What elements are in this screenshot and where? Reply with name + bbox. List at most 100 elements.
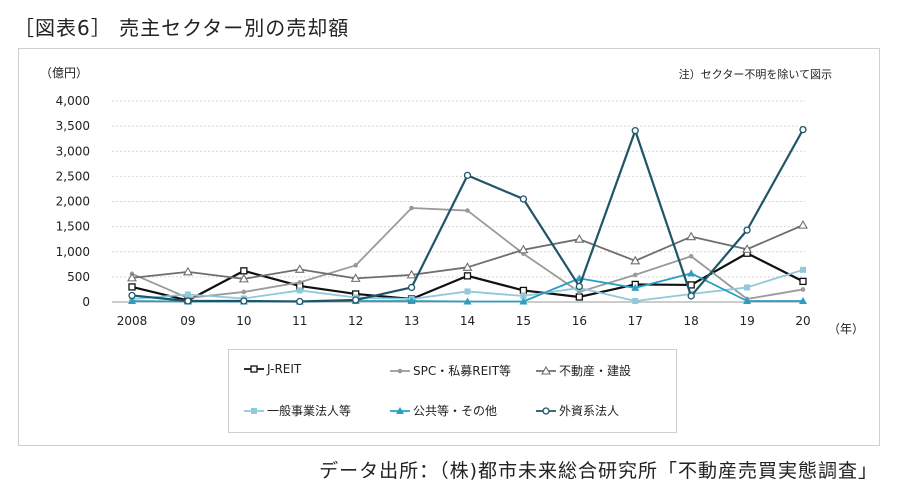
data-point — [296, 287, 303, 294]
series-0 — [128, 249, 807, 305]
legend-label: 一般事業法人等 — [267, 404, 352, 418]
legend: J-REIT SPC・私募REIT等 不動産・建設一般事業法人等 公共等・その他 外資系… — [228, 349, 677, 433]
data-point — [742, 244, 753, 253]
x-tick-label: 15 — [516, 314, 531, 328]
data-point — [463, 272, 472, 280]
y-tick-label: 2,000 — [56, 195, 90, 209]
legend-marker — [397, 368, 403, 373]
data-point — [128, 296, 136, 304]
y-tick-label: 4,000 — [56, 94, 90, 108]
data-point — [465, 208, 470, 213]
data-point — [463, 171, 472, 180]
x-tick-label: 09 — [180, 314, 195, 328]
data-point — [294, 264, 305, 273]
data-point — [798, 220, 808, 229]
data-point — [184, 297, 192, 305]
data-point — [799, 296, 807, 304]
data-point — [744, 284, 751, 291]
data-point — [297, 280, 303, 285]
y-tick-label: 3,500 — [56, 119, 90, 133]
legend-swatch — [244, 365, 264, 373]
legend-marker — [542, 406, 550, 415]
data-point — [518, 244, 529, 254]
data-point — [407, 283, 416, 292]
legend-item: SPC・私募REIT等 — [389, 362, 511, 379]
data-point — [630, 255, 641, 265]
legend-label: J-REIT — [267, 362, 302, 376]
legend-item: 一般事業法人等 — [243, 402, 351, 419]
data-point — [409, 205, 414, 211]
data-point — [519, 195, 528, 203]
data-point — [575, 282, 583, 291]
data-point — [240, 267, 248, 275]
legend-marker — [541, 365, 551, 375]
x-tick-label: 11 — [292, 314, 307, 328]
chart-frame — [18, 48, 880, 446]
data-point — [519, 297, 528, 305]
x-tick-label: 16 — [572, 314, 587, 328]
data-point — [631, 283, 640, 291]
y-tick-label: 1,500 — [56, 220, 90, 234]
x-axis-unit: （年） — [828, 322, 865, 336]
x-tick-label: 13 — [404, 314, 419, 328]
legend-item: 外資系法人 — [535, 402, 619, 419]
y-tick-label: 2,500 — [56, 169, 90, 183]
legend-swatch — [536, 406, 556, 415]
data-point — [632, 272, 638, 278]
legend-swatch — [390, 368, 410, 373]
data-point — [464, 288, 471, 295]
x-tick-label: 19 — [739, 314, 754, 328]
data-point — [799, 277, 807, 286]
data-point — [240, 297, 248, 305]
data-source: データ出所：（株)都市未来総合研究所「不動産売買実態調査」 — [319, 460, 878, 482]
chart-note: 注）セクター不明を除いて図示 — [678, 68, 832, 81]
series-line — [131, 207, 804, 300]
x-tick-label: 20 — [795, 314, 810, 328]
data-point — [238, 273, 249, 283]
data-point — [686, 231, 697, 241]
x-tick-label: 18 — [684, 314, 699, 328]
data-point — [688, 253, 694, 259]
x-tick-label: 14 — [460, 314, 475, 328]
legend-swatch — [244, 407, 264, 414]
x-tick-label: 2008 — [117, 314, 148, 328]
data-point — [462, 262, 473, 271]
data-point — [127, 272, 137, 282]
legend-label: 不動産・建設 — [559, 364, 632, 378]
y-tick-label: 0 — [82, 295, 90, 309]
legend-label: SPC・私募REIT等 — [413, 364, 512, 378]
data-point — [800, 266, 806, 273]
data-point — [743, 296, 752, 304]
legend-swatch — [536, 365, 556, 375]
data-point — [184, 291, 191, 298]
legend-marker — [396, 406, 404, 414]
legend-marker — [250, 365, 258, 373]
legend-marker — [251, 407, 257, 414]
data-point — [128, 291, 136, 300]
series-1 — [129, 205, 806, 302]
x-axis-ticks: 2008 09 10 11 12 13 14 15 16 17 18 19 20 — [117, 314, 811, 328]
y-tick-label: 3,000 — [56, 144, 90, 158]
data-point — [519, 286, 528, 295]
y-tick-label: 500 — [67, 270, 90, 284]
legend-item: 公共等・その他 — [389, 402, 497, 419]
x-tick-label: 17 — [628, 314, 643, 328]
series-group — [127, 125, 808, 306]
y-axis-ticks: 0 500 1,000 1,500 2,000 2,500 3,000 3,500 4,000 — [56, 94, 90, 309]
data-point — [296, 297, 304, 306]
data-point — [631, 126, 639, 135]
data-point — [407, 296, 416, 304]
legend-label: 公共等・その他 — [413, 404, 498, 418]
data-point — [128, 283, 136, 291]
data-point — [182, 266, 193, 276]
data-point — [687, 292, 695, 300]
y-tick-label: 1,000 — [56, 245, 90, 259]
legend-item: J-REIT — [243, 362, 301, 376]
data-point — [800, 287, 806, 292]
data-point — [574, 234, 585, 243]
data-point — [241, 289, 247, 295]
data-point — [575, 293, 583, 301]
figure-title: ［図表6］ 売主セクター別の売却額 — [14, 16, 350, 40]
data-point — [687, 269, 696, 277]
y-axis-unit: （億円） — [40, 66, 89, 80]
